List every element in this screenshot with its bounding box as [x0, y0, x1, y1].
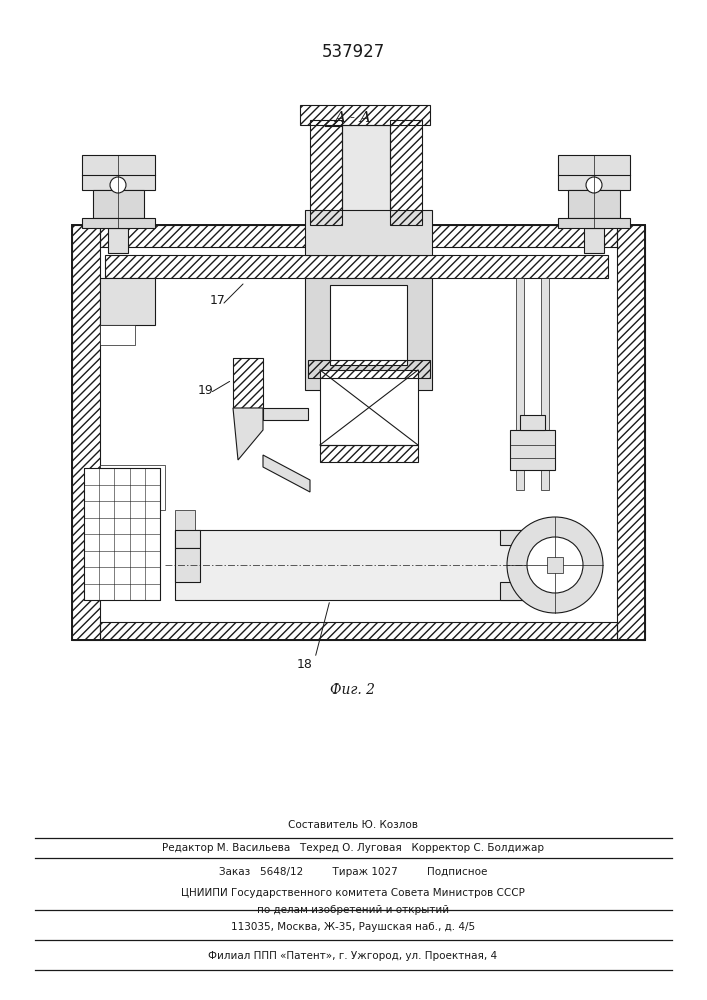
Bar: [558, 218, 630, 228]
Text: Фиг. 2: Фиг. 2: [330, 683, 375, 697]
Text: A - A: A - A: [334, 111, 371, 125]
Polygon shape: [233, 408, 263, 460]
Bar: [305, 278, 432, 390]
Text: Филиал ППП «Патент», г. Ужгород, ул. Проектная, 4: Филиал ППП «Патент», г. Ужгород, ул. Про…: [209, 951, 498, 961]
Bar: [516, 278, 524, 490]
Bar: [541, 278, 549, 490]
Bar: [342, 125, 390, 255]
Bar: [308, 360, 430, 378]
Text: 537927: 537927: [322, 43, 385, 61]
Text: по делам изобретений и открытий: по делам изобретений и открытий: [257, 905, 449, 915]
Text: 19: 19: [198, 383, 214, 396]
Bar: [330, 285, 407, 365]
Bar: [320, 370, 418, 445]
Bar: [617, 225, 645, 640]
Text: ЦНИИПИ Государственного комитета Совета Министров СССР: ЦНИИПИ Государственного комитета Совета …: [181, 888, 525, 898]
Text: Заказ   5648/12         Тираж 1027         Подписное: Заказ 5648/12 Тираж 1027 Подписное: [218, 867, 487, 877]
Bar: [175, 530, 530, 600]
Bar: [82, 155, 155, 190]
Bar: [305, 210, 432, 255]
Bar: [233, 358, 263, 408]
Bar: [108, 228, 128, 253]
Bar: [568, 190, 620, 218]
Bar: [584, 228, 604, 253]
Circle shape: [586, 177, 602, 193]
Bar: [263, 408, 308, 420]
Bar: [100, 278, 155, 325]
Bar: [175, 530, 200, 548]
Bar: [100, 622, 617, 640]
Bar: [510, 430, 555, 470]
Bar: [300, 105, 430, 125]
Bar: [100, 225, 617, 247]
Bar: [558, 155, 630, 190]
Bar: [84, 468, 160, 600]
Text: 18: 18: [297, 658, 313, 672]
Bar: [310, 120, 342, 225]
Bar: [105, 255, 608, 278]
Bar: [93, 190, 144, 218]
Bar: [82, 218, 155, 228]
Bar: [100, 465, 165, 510]
Bar: [520, 415, 545, 430]
Text: Составитель Ю. Козлов: Составитель Ю. Козлов: [288, 820, 418, 830]
Bar: [547, 557, 563, 573]
Bar: [500, 530, 530, 545]
Bar: [100, 325, 135, 345]
Text: 16: 16: [360, 294, 375, 306]
Text: 17: 17: [210, 294, 226, 306]
Bar: [72, 225, 100, 640]
Bar: [320, 445, 418, 462]
Bar: [175, 510, 195, 530]
Text: 113035, Москва, Ж-35, Раушская наб., д. 4/5: 113035, Москва, Ж-35, Раушская наб., д. …: [231, 922, 475, 932]
Bar: [390, 120, 422, 225]
Text: Редактор М. Васильева   Техред О. Луговая   Корректор С. Болдижар: Редактор М. Васильева Техред О. Луговая …: [162, 843, 544, 853]
Circle shape: [507, 517, 603, 613]
Circle shape: [527, 537, 583, 593]
Polygon shape: [263, 455, 310, 492]
Bar: [175, 548, 200, 582]
Bar: [500, 582, 530, 600]
Bar: [72, 225, 645, 640]
Circle shape: [110, 177, 126, 193]
